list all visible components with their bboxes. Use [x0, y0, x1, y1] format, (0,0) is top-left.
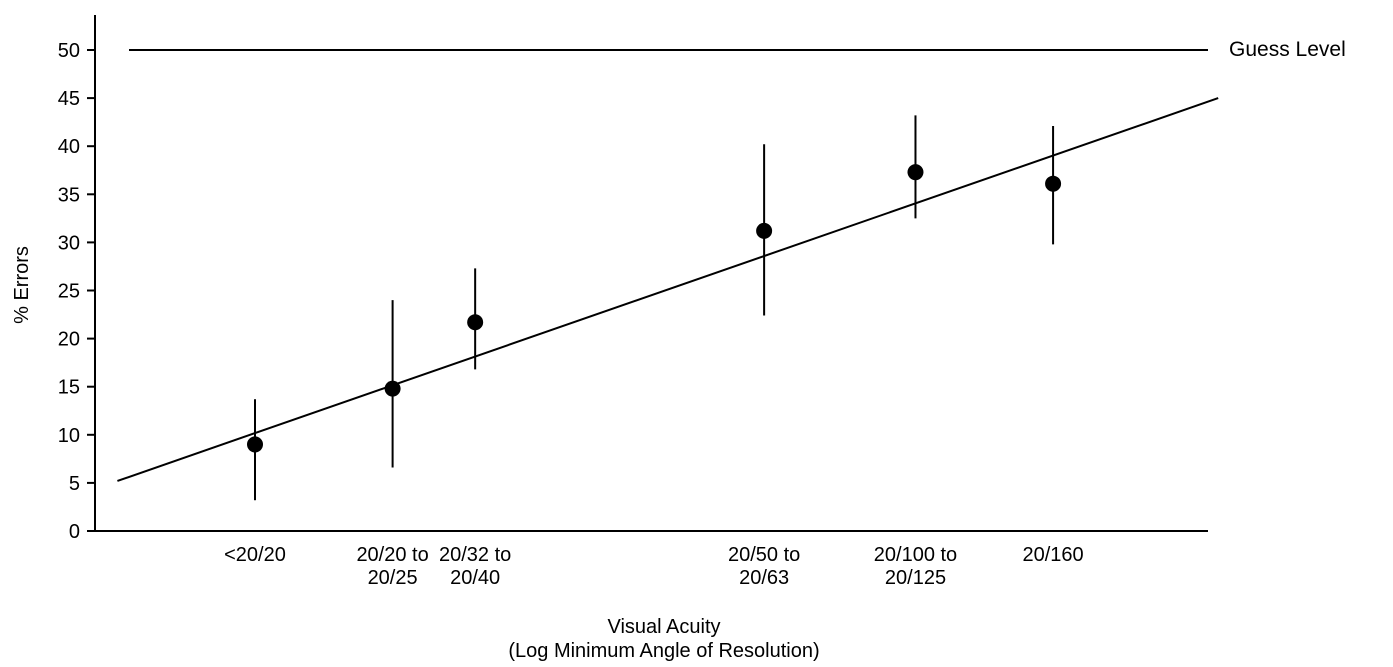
data-point [467, 314, 484, 331]
x-tick-label: 20/50 to [728, 544, 800, 566]
x-tick-label-line-2: 20/25 [368, 567, 418, 589]
y-tick-label: 45 [58, 88, 80, 110]
axes [94, 15, 1208, 532]
y-tick-label: 35 [58, 184, 80, 206]
guess-level-label: Guess Level [1229, 38, 1346, 61]
y-tick-label: 0 [69, 521, 80, 543]
x-tick-label: <20/20 [224, 544, 286, 566]
x-tick-label: 20/20 to [356, 544, 428, 566]
trend-line [117, 97, 1219, 482]
x-tick-label: 20/100 to [874, 544, 957, 566]
data-point [247, 436, 263, 453]
x-axis-label-line-2: (Log Minimum Angle of Resolution) [508, 640, 819, 662]
y-axis-ticks: 0 5 10 15 20 25 30 35 40 45 50 [58, 40, 95, 543]
x-tick-label-line-2: 20/63 [739, 567, 789, 589]
x-axis-label-line-1: Visual Acuity [607, 616, 720, 638]
y-tick-label: 50 [58, 40, 80, 62]
y-axis-label: % Errors [11, 246, 33, 324]
data-point [1045, 175, 1062, 192]
data-point [384, 380, 401, 397]
y-tick-label: 15 [58, 377, 80, 399]
data-point [756, 222, 773, 239]
data-point [907, 164, 924, 181]
data-points [247, 115, 1062, 501]
y-tick-label: 20 [58, 329, 80, 351]
y-tick-label: 40 [58, 136, 80, 158]
y-tick-label: 10 [58, 425, 80, 447]
x-tick-label-line-2: 20/125 [885, 567, 946, 589]
x-tick-label-line-2: 20/40 [450, 567, 500, 589]
y-tick-label: 25 [58, 281, 80, 303]
x-tick-label: 20/32 to [439, 544, 511, 566]
y-tick-label: 5 [69, 473, 80, 495]
y-tick-label: 30 [58, 232, 80, 254]
x-tick-label: 20/160 [1022, 544, 1083, 566]
reference-lines [117, 49, 1219, 482]
